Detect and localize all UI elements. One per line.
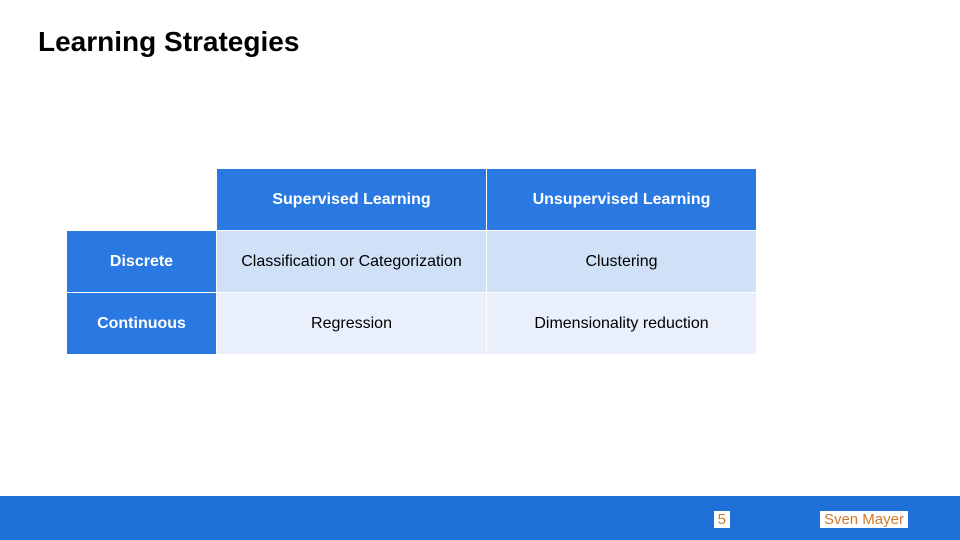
row-header-continuous: Continuous xyxy=(67,293,217,355)
table-header-row: Supervised Learning Unsupervised Learnin… xyxy=(67,169,757,231)
learning-strategies-table: Supervised Learning Unsupervised Learnin… xyxy=(66,168,756,355)
cell-supervised-continuous: Regression xyxy=(217,293,487,355)
col-header-unsupervised: Unsupervised Learning xyxy=(487,169,757,231)
slide: Learning Strategies Supervised Learning … xyxy=(0,0,960,540)
col-header-supervised: Supervised Learning xyxy=(217,169,487,231)
table-row: Discrete Classification or Categorizatio… xyxy=(67,231,757,293)
author-name: Sven Mayer xyxy=(820,511,908,528)
cell-unsupervised-discrete: Clustering xyxy=(487,231,757,293)
row-header-discrete: Discrete xyxy=(67,231,217,293)
footer-bar xyxy=(0,496,960,540)
cell-supervised-discrete: Classification or Categorization xyxy=(217,231,487,293)
slide-title: Learning Strategies xyxy=(38,26,299,58)
table-row: Continuous Regression Dimensionality red… xyxy=(67,293,757,355)
cell-unsupervised-continuous: Dimensionality reduction xyxy=(487,293,757,355)
table-blank-corner xyxy=(67,169,217,231)
page-number: 5 xyxy=(714,511,730,528)
